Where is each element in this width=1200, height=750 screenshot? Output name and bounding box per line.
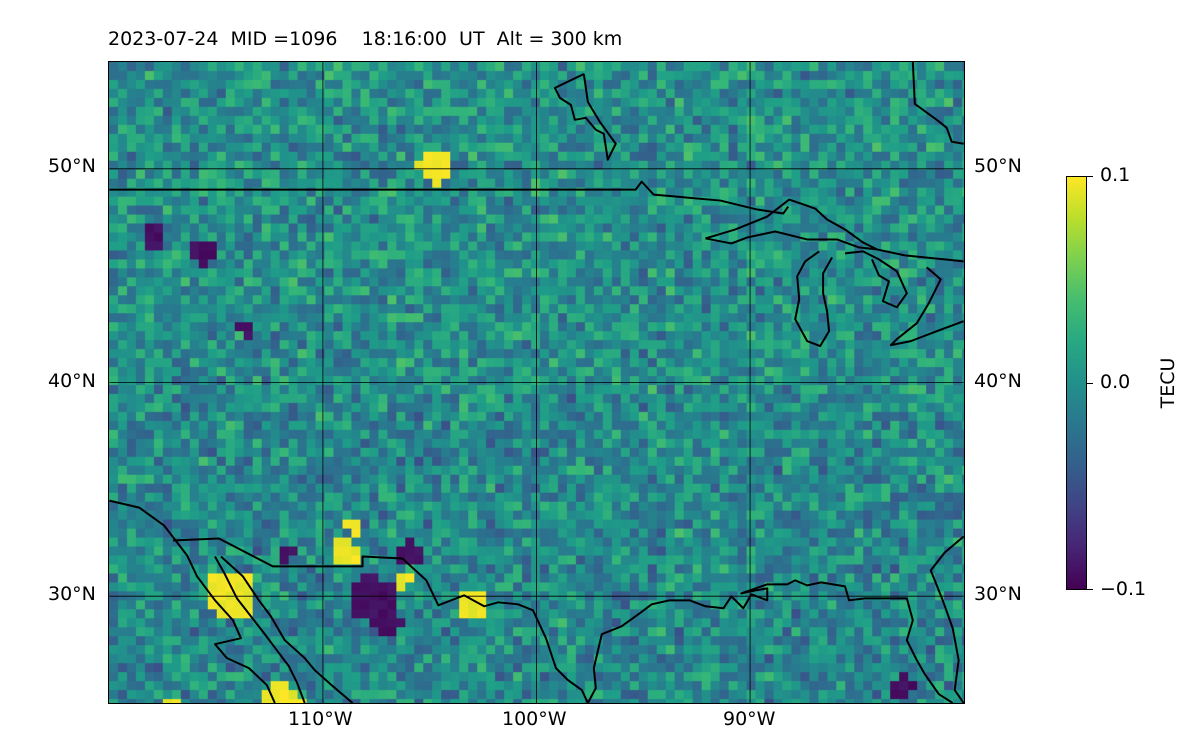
lat-label-50-right: 50°N <box>974 155 1022 177</box>
lon-label-110w: 110°W <box>288 708 353 730</box>
gridlines <box>109 62 964 703</box>
sonora-coast <box>220 555 354 703</box>
colorbar-mid-label: 0.0 <box>1100 371 1131 393</box>
lon-label-100w: 100°W <box>502 708 567 730</box>
lake-superior <box>705 198 878 251</box>
title-altitude: Alt = 300 km <box>496 28 623 50</box>
lat-label-50-left: 50°N <box>48 155 96 177</box>
us-mexico-border <box>173 537 589 703</box>
colorbar-max-label: 0.1 <box>1100 164 1131 186</box>
pacific-coast <box>109 499 276 703</box>
colorbar-tick-mid <box>1087 383 1093 384</box>
lat-label-40-right: 40°N <box>974 370 1022 392</box>
lake-michigan <box>794 250 833 348</box>
lat-label-30-right: 30°N <box>974 583 1022 605</box>
lon-label-90w: 90°W <box>723 708 776 730</box>
us-canada-border <box>109 180 790 215</box>
colorbar-min-label: −0.1 <box>1100 578 1147 600</box>
colorbar-title: TECU <box>1157 357 1179 409</box>
title-date: 2023-07-24 <box>108 28 219 50</box>
map-title: 2023-07-24 MID =1096 18:16:00 UT Alt = 3… <box>108 28 622 50</box>
gulf-coast <box>586 579 954 703</box>
colorbar-tick-max <box>1087 176 1093 177</box>
map-overlay <box>109 62 964 703</box>
colorbar <box>1066 176 1087 590</box>
tec-map <box>108 61 965 704</box>
lake-huron <box>844 248 964 347</box>
coastlines <box>109 62 964 703</box>
title-mid: MID =1096 <box>230 28 338 50</box>
florida-coast <box>929 535 964 703</box>
lat-label-30-left: 30°N <box>48 583 96 605</box>
baja-peninsula <box>214 555 306 703</box>
title-time: 18:16:00 UT <box>361 28 485 50</box>
colorbar-tick-min <box>1087 589 1093 590</box>
lat-label-40-left: 40°N <box>48 370 96 392</box>
hudson-bay-coast <box>553 73 617 161</box>
labrador-coast <box>911 62 964 145</box>
